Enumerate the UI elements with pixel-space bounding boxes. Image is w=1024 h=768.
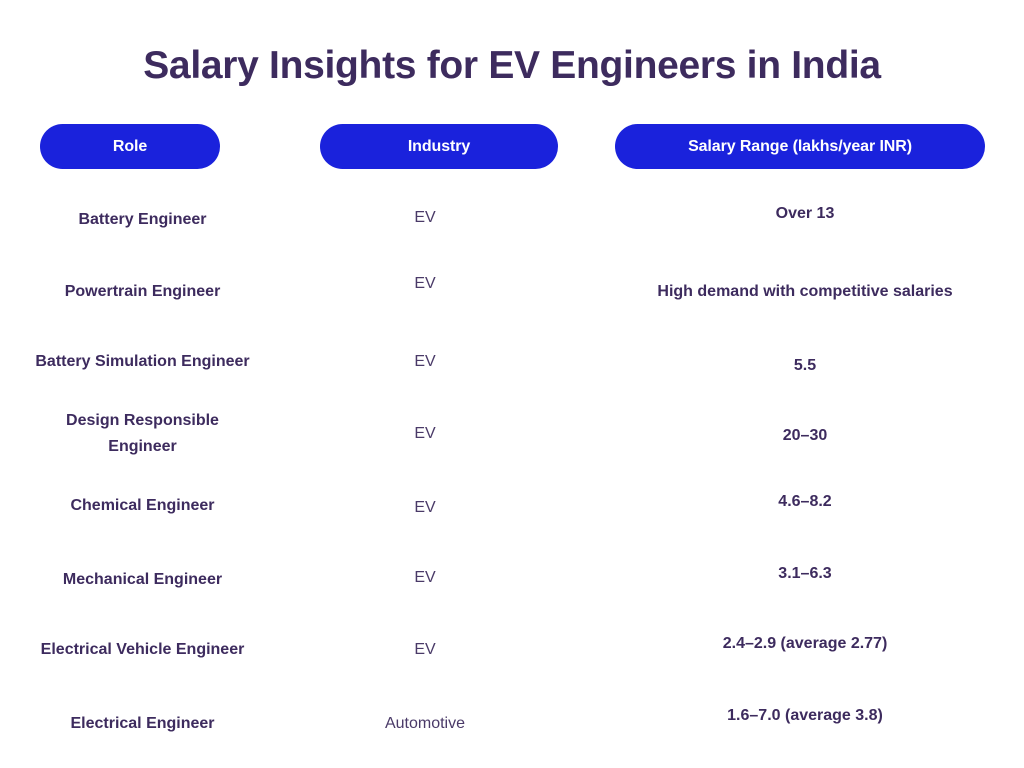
cell-role: Battery Simulation Engineer bbox=[35, 353, 250, 370]
column-header-salary-range[interactable]: Salary Range (lakhs/year INR) bbox=[615, 124, 985, 169]
cell-salary: 20–30 bbox=[782, 427, 828, 444]
cell-salary: 4.6–8.2 bbox=[778, 493, 832, 510]
column-header-role[interactable]: Role bbox=[40, 124, 220, 169]
cell-industry: EV bbox=[414, 569, 436, 586]
cell-salary: Over 13 bbox=[775, 205, 835, 222]
table-row: Powertrain Engineer EV High demand with … bbox=[0, 252, 1024, 324]
column-header-industry-label: Industry bbox=[407, 137, 471, 155]
cell-industry: EV bbox=[414, 425, 436, 442]
cell-industry: EV bbox=[414, 499, 436, 516]
column-header-role-label: Role bbox=[112, 137, 148, 155]
cell-salary: 3.1–6.3 bbox=[778, 565, 832, 582]
page-title: Salary Insights for EV Engineers in Indi… bbox=[143, 44, 881, 87]
cell-industry: EV bbox=[414, 275, 436, 292]
cell-salary: High demand with competitive salaries bbox=[657, 283, 953, 300]
table-row: Mechanical Engineer EV 3.1–6.3 bbox=[0, 540, 1024, 612]
cell-role: Battery Engineer bbox=[78, 211, 207, 228]
table-row: Electrical Vehicle Engineer EV 2.4–2.9 (… bbox=[0, 612, 1024, 684]
table-row: Battery Engineer EV Over 13 bbox=[0, 180, 1024, 252]
table-row: Battery Simulation Engineer EV 5.5 bbox=[0, 324, 1024, 396]
cell-role: Electrical Vehicle Engineer bbox=[40, 641, 245, 658]
cell-role: Design Responsible Engineer bbox=[66, 412, 219, 455]
cell-industry: EV bbox=[414, 353, 436, 370]
cell-salary: 2.4–2.9 (average 2.77) bbox=[722, 635, 888, 652]
cell-industry: EV bbox=[414, 641, 436, 658]
cell-role: Electrical Engineer bbox=[70, 715, 215, 732]
cell-role: Mechanical Engineer bbox=[62, 571, 223, 588]
cell-role: Chemical Engineer bbox=[70, 497, 215, 514]
table-body: Battery Engineer EV Over 13 Powertrain E… bbox=[0, 180, 1024, 756]
table-row: Electrical Engineer Automotive 1.6–7.0 (… bbox=[0, 684, 1024, 756]
column-header-industry[interactable]: Industry bbox=[320, 124, 558, 169]
column-header-salary-range-label: Salary Range (lakhs/year INR) bbox=[688, 137, 912, 155]
table-row: Chemical Engineer EV 4.6–8.2 bbox=[0, 468, 1024, 540]
table-row: Design Responsible Engineer EV 20–30 bbox=[0, 396, 1024, 468]
cell-salary: 1.6–7.0 (average 3.8) bbox=[727, 707, 883, 724]
cell-role: Powertrain Engineer bbox=[64, 283, 221, 300]
table-header-row: Role Industry Salary Range (lakhs/year I… bbox=[0, 124, 1024, 169]
cell-industry: Automotive bbox=[384, 715, 466, 732]
cell-industry: EV bbox=[414, 209, 436, 226]
cell-salary: 5.5 bbox=[793, 357, 817, 374]
